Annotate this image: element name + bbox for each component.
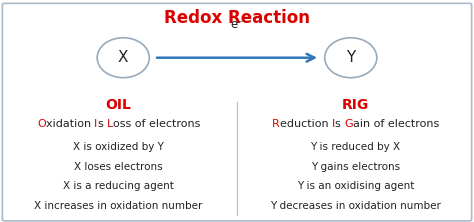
Text: Y is reduced by X: Y is reduced by X [310, 141, 401, 152]
Text: X is oxidized by Y: X is oxidized by Y [73, 141, 164, 152]
Text: s: s [98, 119, 107, 129]
Ellipse shape [97, 38, 149, 78]
Text: X loses electrons: X loses electrons [74, 161, 163, 172]
Text: I: I [94, 119, 98, 129]
Text: Redox Reaction: Redox Reaction [164, 9, 310, 27]
Ellipse shape [325, 38, 377, 78]
Text: Y: Y [346, 50, 356, 65]
Text: xidation: xidation [46, 119, 94, 129]
Text: Y decreases in oxidation number: Y decreases in oxidation number [270, 201, 441, 212]
Text: ain of electrons: ain of electrons [353, 119, 439, 129]
FancyBboxPatch shape [2, 3, 472, 221]
Text: X: X [118, 50, 128, 65]
Text: I: I [332, 119, 335, 129]
Text: RIG: RIG [342, 98, 369, 112]
Text: O: O [37, 119, 46, 129]
Text: oss of electrons: oss of electrons [113, 119, 201, 129]
Text: X increases in oxidation number: X increases in oxidation number [34, 201, 203, 212]
Text: X is a reducing agent: X is a reducing agent [63, 181, 174, 192]
Text: Y gains electrons: Y gains electrons [311, 161, 400, 172]
Text: Y is an oxidising agent: Y is an oxidising agent [297, 181, 414, 192]
Text: R: R [272, 119, 280, 129]
Text: OIL: OIL [106, 98, 131, 112]
Text: G: G [345, 119, 353, 129]
Text: e⁻: e⁻ [230, 18, 244, 31]
Text: eduction: eduction [280, 119, 332, 129]
Text: s: s [335, 119, 345, 129]
Text: L: L [107, 119, 113, 129]
